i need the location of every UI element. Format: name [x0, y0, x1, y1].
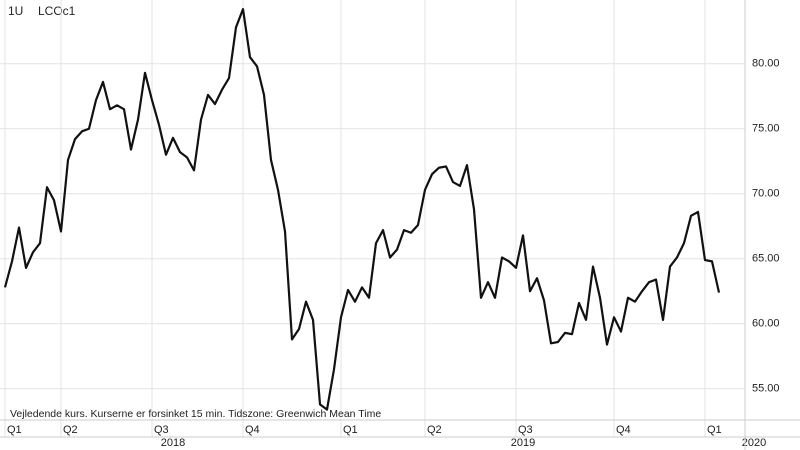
year-label: 2020 [742, 437, 766, 449]
annotation: Vejledende kurs. Kurserne er forsinket 1… [10, 408, 381, 420]
x-tick-label: Q4 [245, 424, 260, 436]
y-tick-label: 55.00 [752, 383, 780, 395]
y-tick-label: 75.00 [752, 123, 780, 135]
grid [0, 0, 745, 437]
x-tick-label: Q2 [427, 424, 442, 436]
y-tick-label: 70.00 [752, 188, 780, 200]
year-label: 2019 [511, 437, 535, 449]
x-tick-label: Q1 [7, 424, 22, 436]
x-tick-label: Q3 [154, 424, 169, 436]
y-tick-label: 65.00 [752, 253, 780, 265]
price-line [3, 8, 721, 411]
year-label: 2018 [161, 437, 185, 449]
x-tick-label: Q1 [343, 424, 358, 436]
x-tick-label: Q3 [518, 424, 533, 436]
interval-label: 1U [8, 4, 23, 18]
x-tick-label: Q2 [63, 424, 78, 436]
chart-title: LCOc1 [38, 4, 76, 18]
x-tick-label: Q4 [616, 424, 631, 436]
y-tick-label: 80.00 [752, 58, 780, 70]
y-tick-label: 60.00 [752, 318, 780, 330]
x-tick-label: Q1 [707, 424, 722, 436]
